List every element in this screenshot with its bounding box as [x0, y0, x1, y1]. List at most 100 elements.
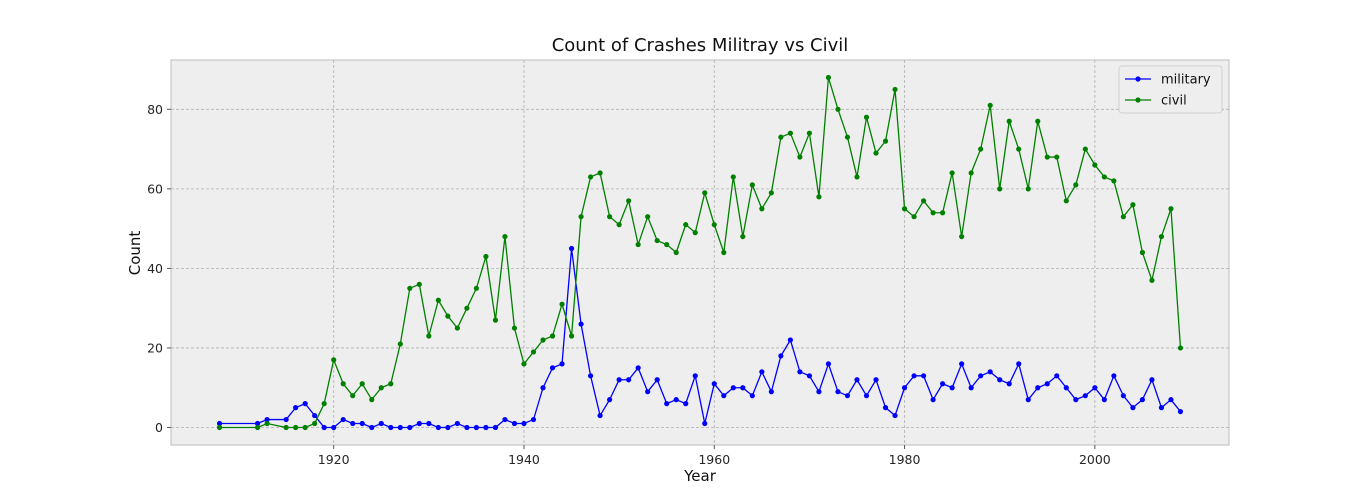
military-point: [730, 385, 736, 391]
civil-point: [1111, 178, 1117, 184]
civil-point: [635, 241, 641, 248]
civil-point: [673, 249, 679, 256]
civil-point: [1025, 186, 1031, 192]
military-point: [673, 397, 679, 403]
military-point: [293, 405, 299, 411]
x-tick-label: 1980: [889, 452, 921, 467]
military-point: [873, 377, 879, 383]
military-point: [340, 416, 346, 423]
civil-point: [1063, 198, 1069, 204]
x-tick-label: 2000: [1079, 452, 1111, 467]
x-tick-label: 1920: [318, 452, 350, 467]
military-point: [587, 373, 594, 379]
military-point: [511, 420, 518, 427]
military-point: [626, 377, 632, 383]
military-point: [1054, 373, 1060, 379]
military-point: [454, 420, 460, 427]
civil-point: [835, 106, 841, 112]
civil-point: [521, 361, 527, 367]
civil-point: [892, 86, 898, 93]
military-point: [1158, 405, 1165, 411]
civil-point: [549, 333, 556, 339]
military-point: [264, 416, 270, 423]
military-point: [378, 420, 384, 427]
civil-point: [749, 182, 755, 188]
military-point: [1149, 377, 1155, 383]
military-point: [949, 385, 955, 391]
military-point: [844, 393, 851, 399]
civil-point: [1006, 118, 1012, 124]
civil-point: [759, 206, 765, 212]
civil-point: [692, 230, 698, 236]
military-point: [987, 369, 993, 375]
civil-point: [978, 146, 984, 152]
civil-point: [997, 186, 1003, 192]
civil-point: [388, 381, 394, 387]
military-point: [911, 373, 917, 379]
civil-point: [959, 233, 965, 240]
civil-point: [930, 210, 936, 216]
military-point: [530, 416, 537, 423]
military-point: [502, 416, 508, 423]
civil-point: [1120, 214, 1126, 220]
civil-point: [312, 420, 318, 427]
y-tick-label: 0: [155, 420, 163, 435]
military-point: [1177, 408, 1184, 415]
military-point: [768, 389, 774, 395]
military-point: [464, 424, 470, 431]
civil-point: [530, 349, 537, 355]
military-point: [216, 420, 223, 427]
military-point: [702, 420, 708, 427]
military-point: [1120, 393, 1126, 399]
military-point: [521, 420, 527, 427]
x-axis: 1920 1940 1960 1980 2000: [318, 445, 1111, 467]
civil-point: [502, 233, 508, 240]
civil-point: [1082, 146, 1088, 152]
military-point: [1130, 405, 1136, 411]
civil-point: [854, 174, 860, 180]
civil-point: [740, 233, 746, 240]
civil-point: [578, 214, 584, 220]
civil-point: [1092, 162, 1098, 168]
military-point: [863, 393, 870, 399]
military-point: [1092, 385, 1098, 391]
military-point: [654, 377, 660, 383]
military-point: [540, 385, 546, 391]
military-point: [350, 420, 356, 427]
military-point: [312, 412, 318, 419]
military-point: [683, 401, 689, 407]
military-point: [721, 393, 727, 399]
military-point: [397, 424, 403, 431]
civil-point: [1130, 202, 1136, 208]
civil-point: [825, 74, 832, 81]
military-point: [359, 420, 365, 427]
legend-item-civil: civil: [1125, 94, 1187, 109]
civil-point: [683, 222, 689, 228]
civil-point: [911, 214, 917, 220]
military-point: [997, 377, 1003, 383]
civil-point: [816, 194, 822, 200]
civil-point: [350, 393, 356, 399]
military-point: [549, 365, 556, 371]
military-point: [711, 381, 717, 387]
civil-point: [702, 190, 708, 196]
civil-point: [483, 253, 489, 260]
civil-point: [435, 297, 441, 303]
x-tick-label: 1960: [698, 452, 730, 467]
military-point: [749, 393, 755, 399]
y-tick-label: 60: [147, 181, 163, 196]
x-axis-label: Year: [683, 467, 717, 485]
civil-point: [1101, 174, 1107, 180]
military-point: [1025, 397, 1031, 403]
military-point: [892, 412, 898, 419]
military-point: [1035, 385, 1041, 391]
military-point: [607, 397, 613, 403]
military-point: [473, 424, 480, 431]
civil-point: [863, 114, 870, 120]
civil-point: [968, 170, 974, 176]
military-point: [740, 385, 746, 391]
military-point: [331, 424, 337, 431]
civil-point: [426, 333, 432, 339]
civil-point: [778, 134, 784, 140]
